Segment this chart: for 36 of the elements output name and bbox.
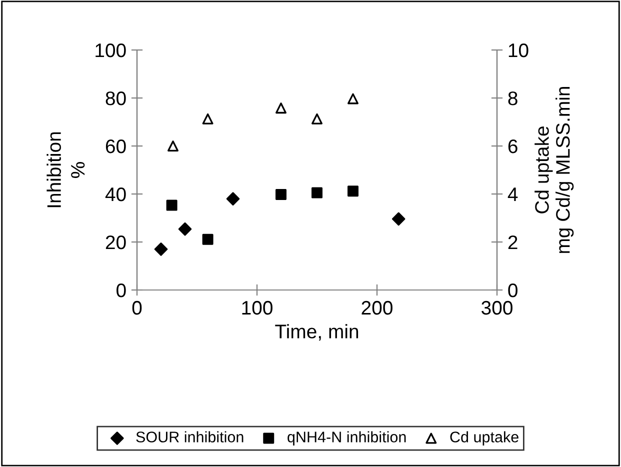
point: [348, 93, 358, 104]
y-axis-title: Inhibition %: [46, 132, 85, 208]
y-tick-label: 100: [96, 43, 126, 58]
legend-label: Cd uptake: [450, 431, 518, 446]
x-tick-label: 0: [132, 300, 142, 315]
x-tick-label: 300: [482, 300, 512, 315]
y-tick-label: 40: [105, 187, 126, 202]
point: [348, 186, 358, 197]
point: [312, 187, 322, 198]
legend-label: SOUR inhibition: [136, 431, 244, 442]
point: [202, 113, 214, 124]
point: [154, 242, 168, 256]
y-tick-label: 80: [106, 91, 126, 106]
point: [276, 102, 286, 114]
y2-tick-label: 2: [508, 235, 518, 250]
x-axis-title: Time, min: [275, 324, 358, 341]
y-tick-label: 20: [106, 235, 126, 250]
y2-tick-label: 6: [508, 139, 518, 154]
y2-tick-label: 4: [508, 188, 518, 202]
point: [276, 188, 286, 200]
point: [392, 212, 406, 226]
y-tick-label: 0: [116, 283, 126, 298]
y2-tick-label: 0: [508, 283, 518, 298]
x-tick-label: 100: [242, 300, 272, 315]
y2-tick-label: 8: [508, 91, 518, 106]
y-tick-label: 60: [106, 139, 126, 154]
legend-label: qNH4-N inhibition: [288, 431, 406, 446]
y2-axis-title: Cd uptake mg Cd/g MLSS.min: [534, 86, 574, 253]
point: [226, 192, 240, 206]
point: [166, 200, 178, 211]
point: [312, 113, 322, 124]
point: [168, 140, 178, 152]
y2-tick-label: 10: [508, 43, 528, 58]
point: [178, 222, 192, 236]
x-tick-label: 200: [362, 300, 392, 315]
point: [202, 234, 214, 245]
